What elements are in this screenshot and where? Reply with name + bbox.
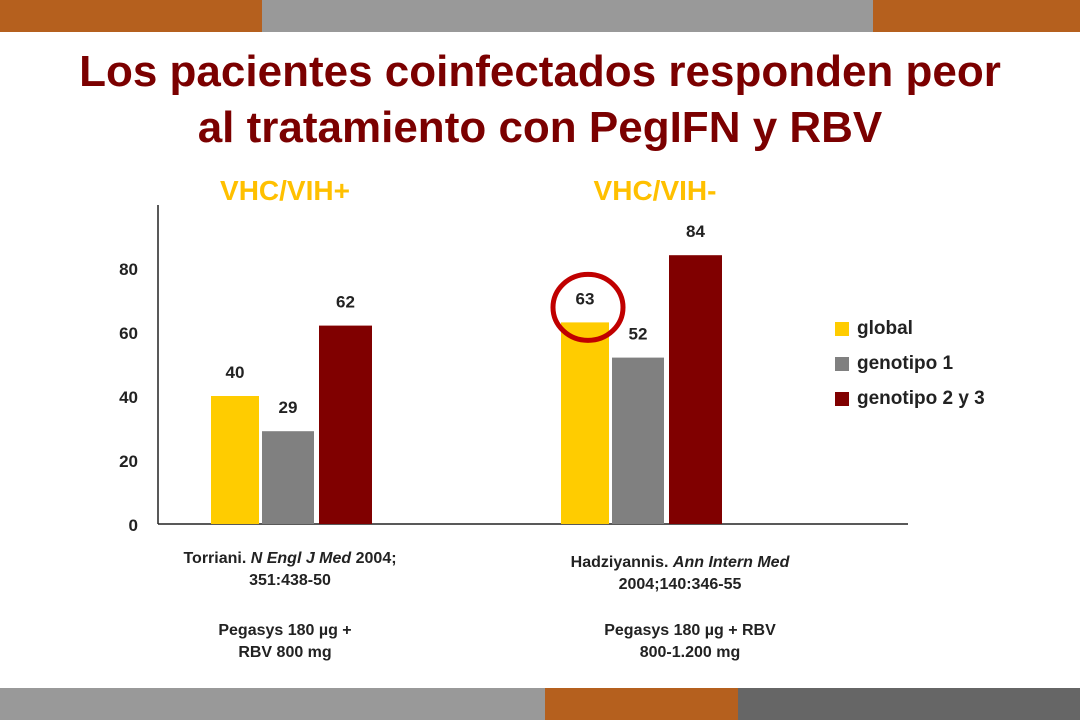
- data-label-vih-pos-global: 40: [226, 363, 245, 382]
- left-ref-author: Torriani.: [183, 550, 251, 567]
- legend-label-genotipo-1: genotipo 1: [857, 353, 954, 374]
- highlight-circle: [550, 271, 626, 343]
- left-dose-line-2: RBV 800 mg: [238, 644, 332, 661]
- data-label-vih-neg-genotipo-2-y-3: 84: [686, 222, 705, 241]
- bar-vih-neg-genotipo-1: [612, 357, 664, 524]
- top-band-middle: [262, 0, 873, 32]
- legend-swatch-global: [835, 322, 849, 336]
- right-dose-line-2: 800-1.200 mg: [639, 644, 741, 661]
- legend-label-genotipo-2-y-3: genotipo 2 y 3: [857, 388, 985, 409]
- left-dose-line-1: Pegasys 180 µg +: [218, 622, 352, 639]
- right-ref-author: Hadziyannis.: [570, 554, 673, 571]
- title-line-2: al tratamiento con PegIFN y RBV: [197, 103, 883, 152]
- legend-label-global: global: [857, 318, 913, 339]
- y-tick-label-80: 80: [119, 260, 138, 279]
- bottom-band-left: [0, 688, 545, 720]
- bar-vih-neg-global: [561, 322, 609, 524]
- y-tick-label-60: 60: [119, 324, 138, 343]
- left-ref-pages: 351:438-50: [249, 572, 331, 589]
- bar-vih-pos-genotipo-2-y-3: [319, 325, 372, 524]
- legend-swatch-genotipo-1: [835, 357, 849, 371]
- y-tick-label-0: 0: [129, 516, 138, 535]
- slide-title: Los pacientes coinfectados responden peo…: [0, 44, 1080, 156]
- data-label-vih-pos-genotipo-1: 29: [279, 398, 298, 417]
- bar-vih-pos-genotipo-1: [262, 431, 314, 524]
- left-dose: Pegasys 180 µg + RBV 800 mg: [140, 620, 430, 664]
- bar-vih-neg-genotipo-2-y-3: [669, 255, 722, 524]
- group-label-vih-negative: VHC/VIH-: [593, 175, 717, 206]
- y-tick-label-40: 40: [119, 388, 138, 407]
- bar-vih-pos-global: [211, 396, 259, 524]
- left-reference: Torriani. N Engl J Med 2004; 351:438-50: [130, 548, 450, 592]
- right-ref-pages: 2004;140:346-55: [618, 576, 742, 593]
- bottom-band-right: [738, 688, 1080, 720]
- data-label-vih-neg-genotipo-1: 52: [629, 325, 648, 344]
- top-band-right: [873, 0, 1080, 32]
- right-reference: Hadziyannis. Ann Intern Med 2004;140:346…: [500, 552, 860, 596]
- title-line-1: Los pacientes coinfectados responden peo…: [79, 47, 1001, 96]
- data-label-vih-neg-global: 63: [576, 289, 595, 308]
- right-dose: Pegasys 180 µg + RBV 800-1.200 mg: [530, 620, 850, 664]
- data-label-vih-pos-genotipo-2-y-3: 62: [336, 293, 355, 312]
- left-ref-journal: N Engl J Med: [250, 550, 352, 567]
- left-ref-year: 2004;: [351, 550, 397, 567]
- right-ref-journal: Ann Intern Med: [672, 554, 790, 571]
- bottom-band-middle: [545, 688, 738, 720]
- y-tick-label-20: 20: [119, 452, 138, 471]
- group-label-vih-positive: VHC/VIH+: [220, 175, 350, 206]
- legend-swatch-genotipo-2-y-3: [835, 392, 849, 406]
- top-band-left: [0, 0, 262, 32]
- right-dose-line-1: Pegasys 180 µg + RBV: [604, 622, 776, 639]
